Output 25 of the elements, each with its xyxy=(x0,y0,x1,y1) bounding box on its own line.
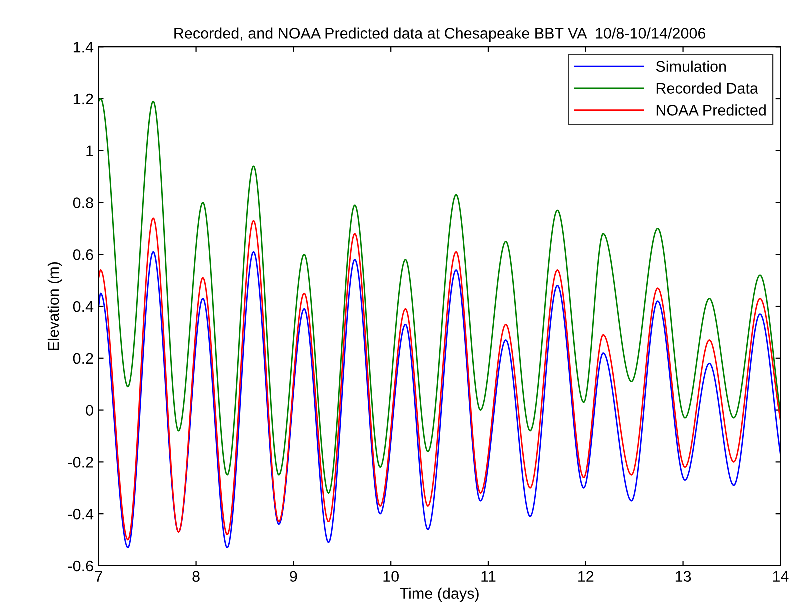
y-tick-label: 0.8 xyxy=(73,198,94,208)
y-tick-label: 1 xyxy=(86,146,94,156)
legend-label: Recorded Data xyxy=(656,82,758,94)
x-tick-label: 9 xyxy=(290,571,298,582)
y-tick-label: -0.2 xyxy=(68,457,94,468)
x-tick-label: 10 xyxy=(384,571,399,582)
y-tick-label: 0.4 xyxy=(73,301,94,312)
y-tick-label: 0.2 xyxy=(73,353,94,364)
x-tick-label: 13 xyxy=(676,571,692,582)
y-tick-label: -0.6 xyxy=(68,560,94,572)
legend-label: NOAA Predicted xyxy=(656,104,766,116)
y-tick-label: 1.4 xyxy=(74,42,94,53)
x-tick-label: 14 xyxy=(773,571,789,582)
x-tick-label: 12 xyxy=(578,571,594,582)
x-tick-label: 7 xyxy=(95,571,102,582)
legend-label: Simulation xyxy=(656,60,726,72)
x-axis-title: Time (days) xyxy=(400,588,479,602)
x-tick-label: 8 xyxy=(192,571,200,582)
y-tick-label: -0.4 xyxy=(68,508,94,520)
y-tick-label: 1.2 xyxy=(74,94,94,105)
y-axis-title: Elevation (m) xyxy=(48,262,62,350)
x-tick-label: 11 xyxy=(482,571,496,582)
chart-title: Recorded, and NOAA Predicted data at Chesapeake BBT VA 10/8-10/14/2006 xyxy=(174,28,706,42)
y-tick-label: 0.6 xyxy=(73,250,94,260)
y-tick-label: 0 xyxy=(86,405,94,416)
